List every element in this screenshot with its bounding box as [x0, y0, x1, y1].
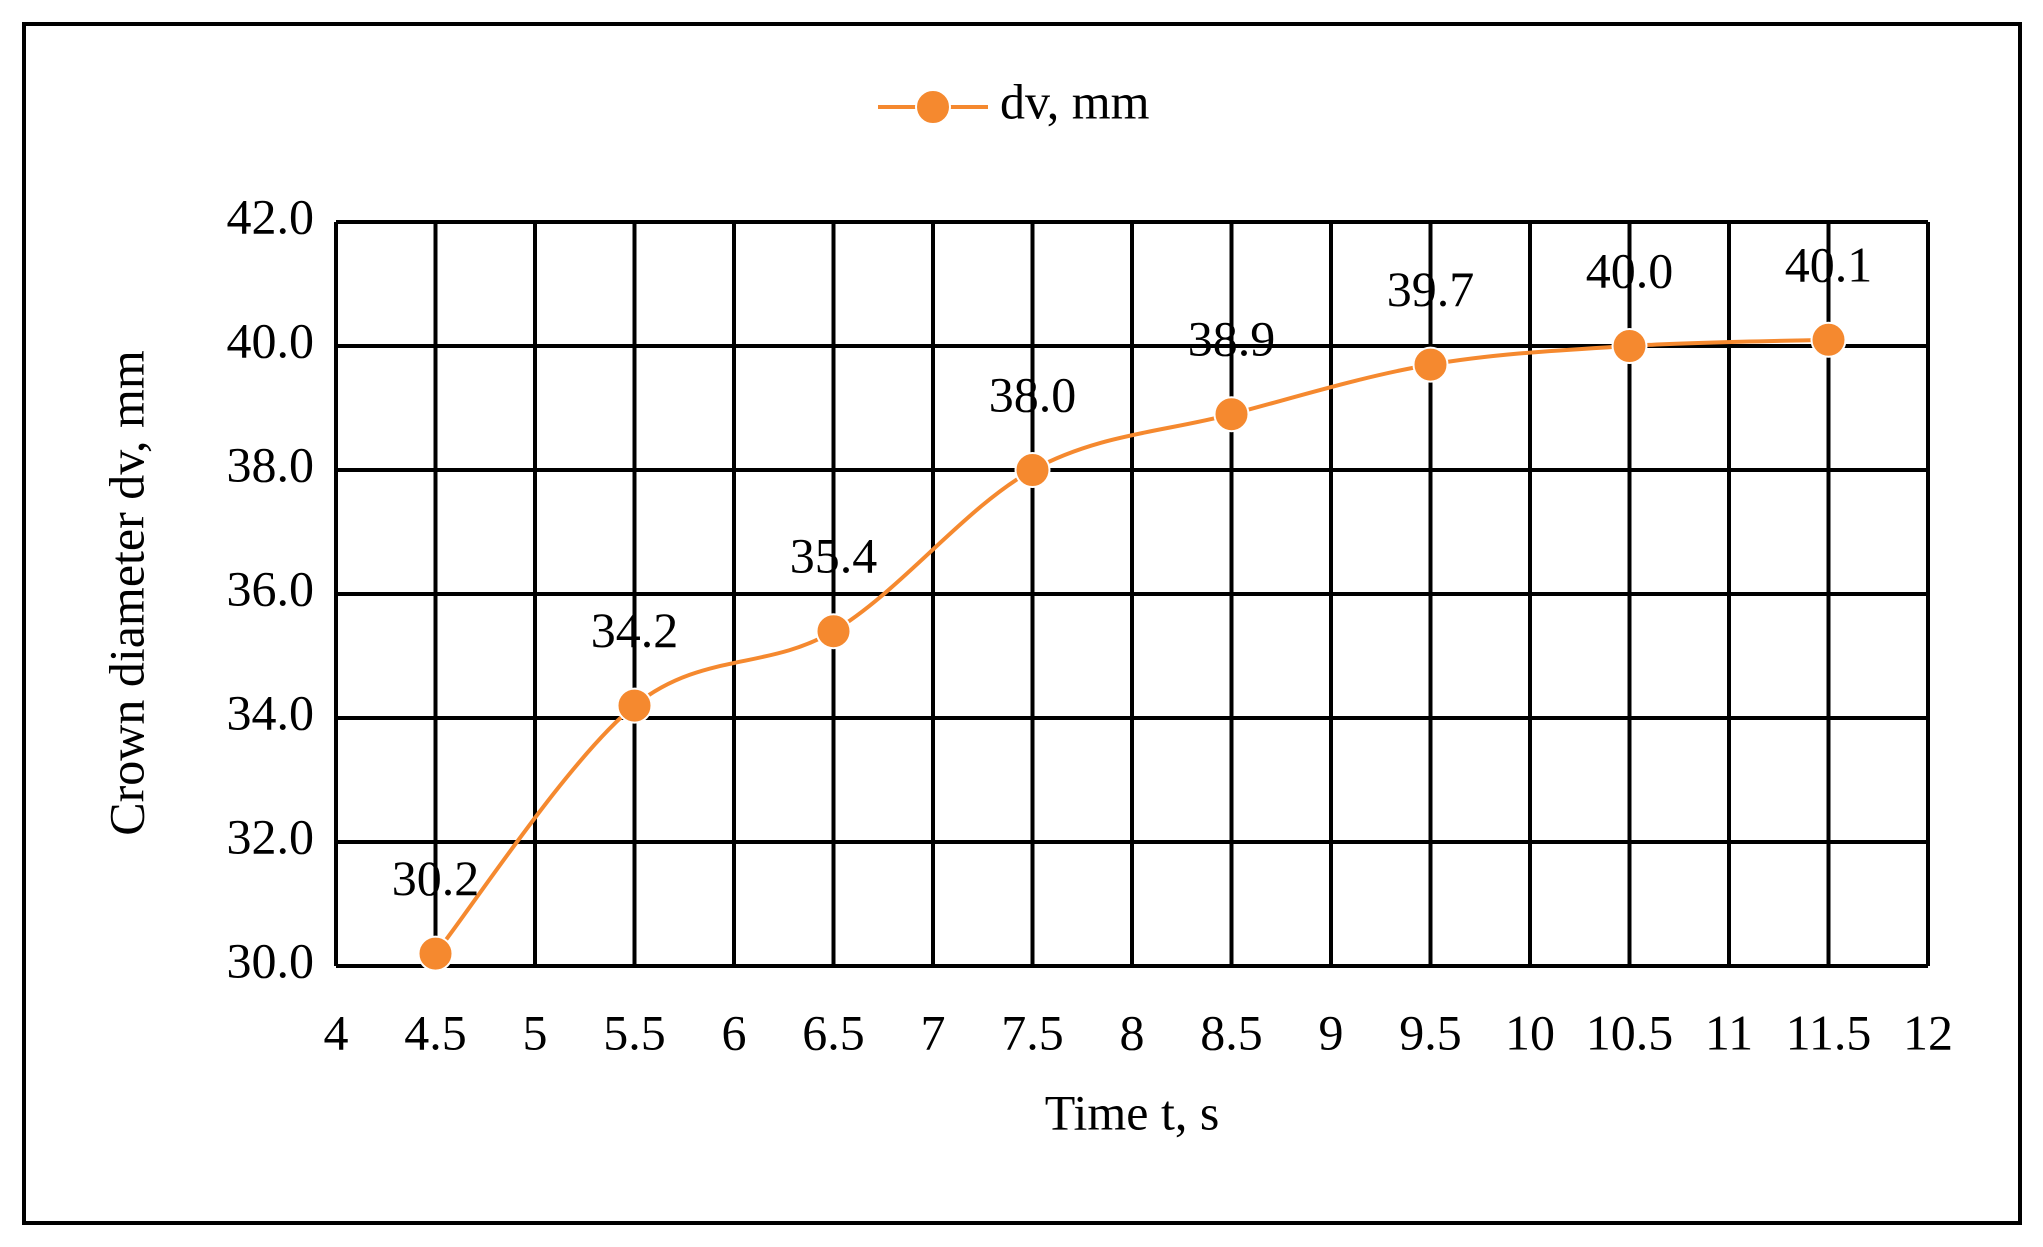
y-tick-label: 30.0: [227, 932, 315, 988]
data-point: [1412, 346, 1449, 383]
x-tick-label: 8.5: [1200, 1004, 1263, 1060]
x-tick-label: 4: [324, 1004, 349, 1060]
x-tick-label: 11: [1705, 1004, 1753, 1060]
y-tick-label: 38.0: [227, 436, 315, 492]
data-label: 40.0: [1586, 242, 1674, 298]
data-label: 30.2: [392, 850, 480, 906]
x-axis-label: Time t, s: [1045, 1084, 1220, 1140]
x-tick-label: 5.5: [603, 1004, 666, 1060]
x-tick-label: 8: [1120, 1004, 1145, 1060]
data-label: 38.9: [1188, 311, 1276, 367]
y-tick-label: 40.0: [227, 312, 315, 368]
y-tick-label: 36.0: [227, 560, 315, 616]
data-label: 39.7: [1387, 261, 1475, 317]
x-tick-label: 5: [523, 1004, 548, 1060]
legend-marker: [915, 89, 951, 125]
data-label: 40.1: [1785, 236, 1873, 292]
x-tick-label: 6: [722, 1004, 747, 1060]
data-point: [417, 935, 454, 972]
data-label: 34.2: [591, 602, 679, 658]
y-tick-label: 34.0: [227, 684, 315, 740]
y-axis-label: Crown diameter dv, mm: [98, 350, 154, 836]
legend-label: dv, mm: [1000, 73, 1150, 129]
x-tick-label: 7.5: [1001, 1004, 1064, 1060]
x-tick-label: 7: [921, 1004, 946, 1060]
y-tick-label: 42.0: [227, 188, 315, 244]
data-point: [1213, 396, 1250, 433]
data-point: [815, 613, 852, 650]
x-tick-label: 9.5: [1399, 1004, 1462, 1060]
x-tick-label: 11.5: [1786, 1004, 1872, 1060]
x-tick-label: 10: [1505, 1004, 1555, 1060]
x-tick-label: 4.5: [404, 1004, 467, 1060]
data-point: [1014, 452, 1051, 488]
x-tick-label: 12: [1903, 1004, 1953, 1060]
data-point: [616, 687, 653, 724]
x-tick-label: 10.5: [1586, 1004, 1674, 1060]
data-point: [1611, 328, 1648, 364]
data-label: 38.0: [989, 366, 1077, 422]
y-tick-label: 32.0: [227, 808, 315, 864]
data-label: 35.4: [790, 528, 878, 584]
x-tick-label: 9: [1319, 1004, 1344, 1060]
data-point: [1810, 321, 1847, 358]
x-tick-label: 6.5: [802, 1004, 865, 1060]
